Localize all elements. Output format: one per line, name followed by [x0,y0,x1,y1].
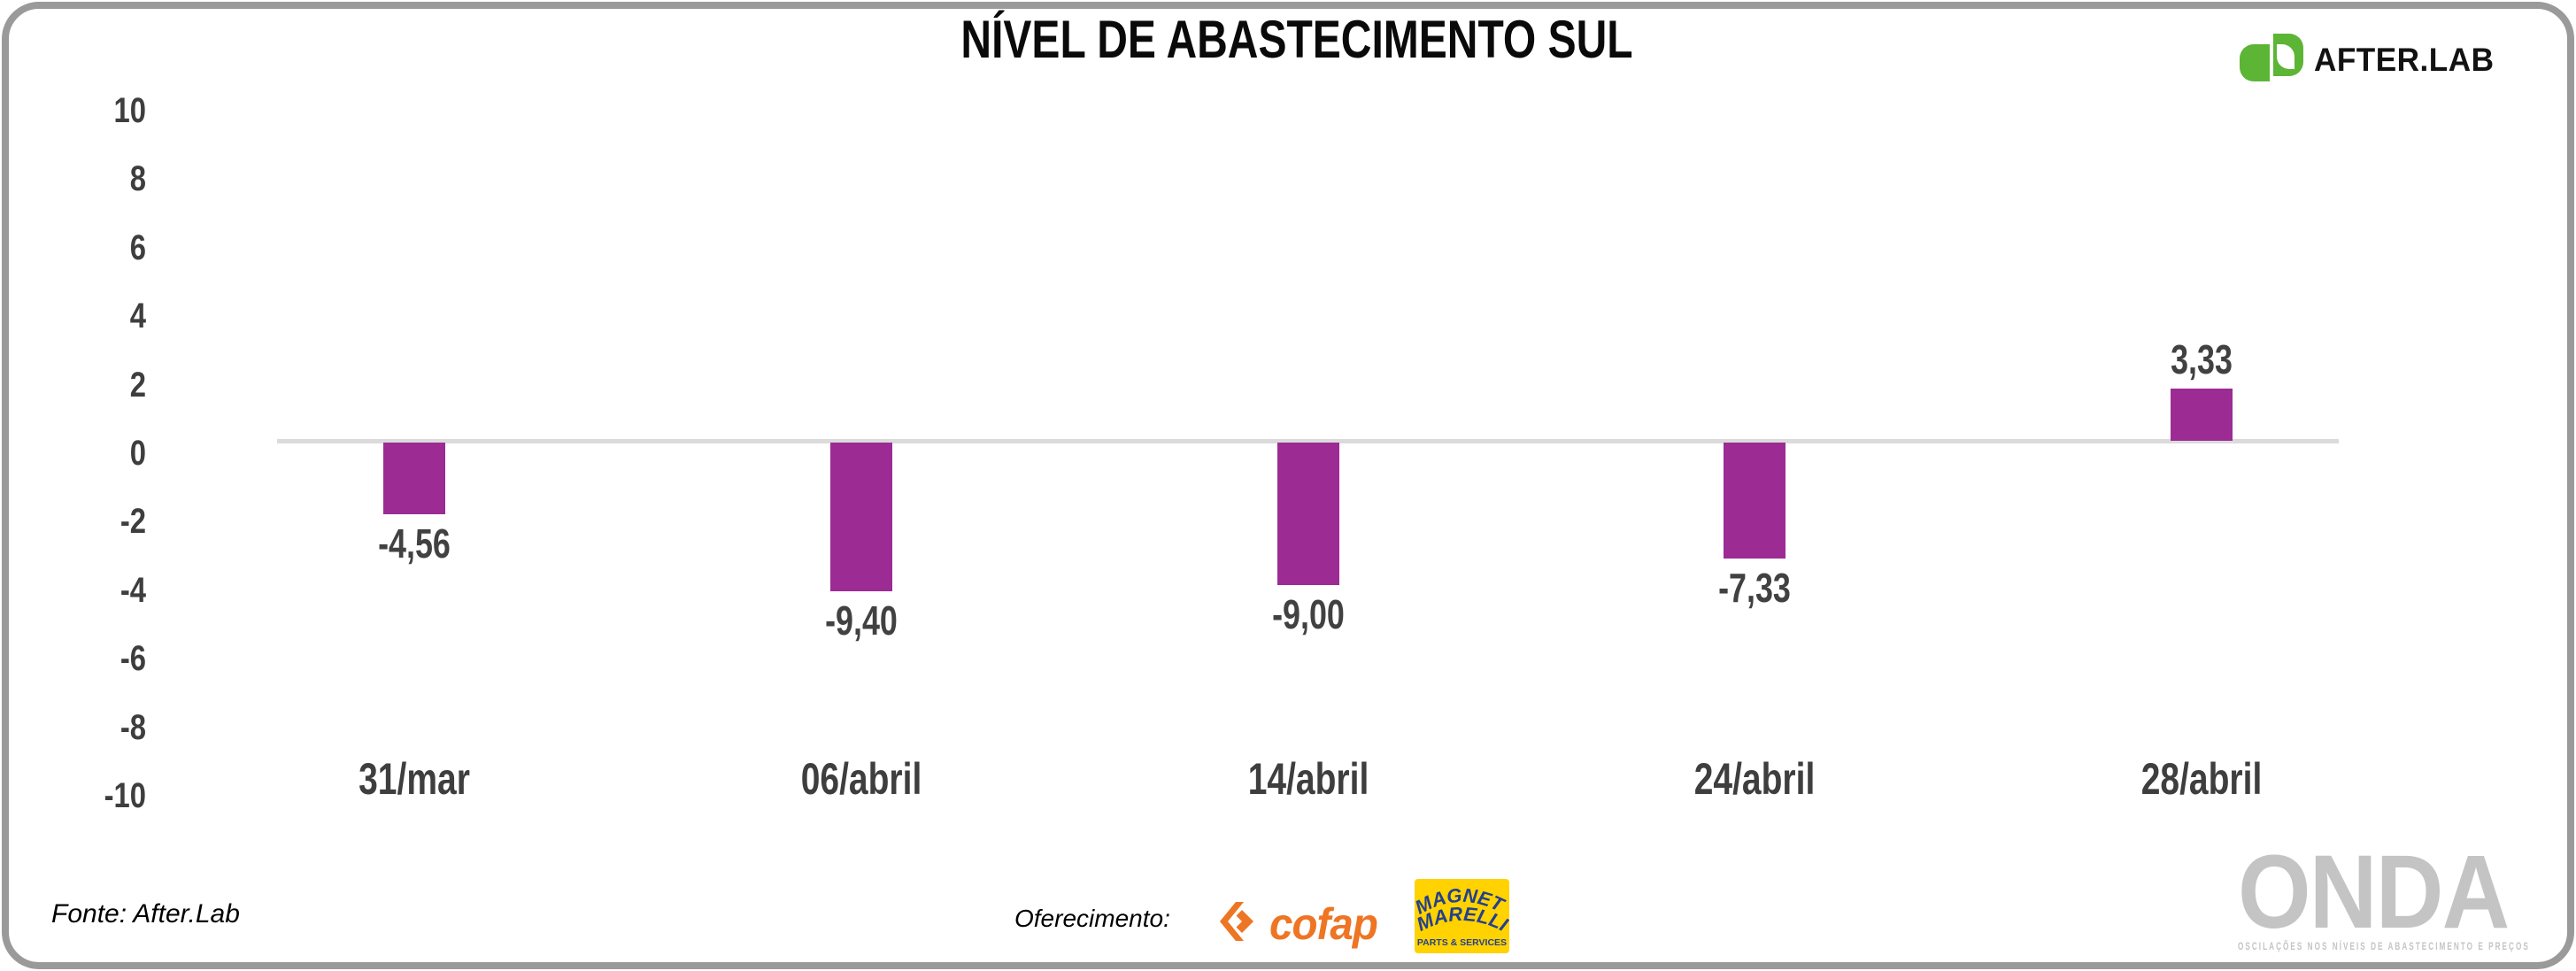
onda-watermark-title: ONDA [2238,834,2510,951]
x-axis-label: 06/abril [800,754,922,804]
cofap-arrow-icon [1215,901,1262,946]
afterlab-logo: AFTER.LAB [2238,32,2503,88]
bar-06/abril [829,443,892,591]
y-axis-tick: 0 [129,434,146,473]
cofap-logo: cofap [1215,901,1383,946]
sponsorship-label: Oferecimento: [1014,905,1170,932]
y-axis-tick: 6 [129,227,146,267]
x-axis-label: 28/abril [2140,754,2263,804]
y-axis-tick: 8 [129,159,146,199]
bar-value-label: -7,33 [1718,565,1792,611]
zero-line [277,439,2339,443]
y-axis-tick: -6 [120,639,146,679]
y-axis-tick: 10 [113,91,146,130]
magneti-marelli-logo: MAGNETI MARELLI PARTS & SERVICES [1411,861,1512,958]
afterlab-logo-text: AFTER.LAB [2314,41,2495,78]
bar-value-label: -4,56 [378,520,451,566]
chart-title: NÍVEL DE ABASTECIMENTO SUL [960,10,1633,69]
onda-watermark: ONDA OSCILAÇÕES NOS NÍVEIS DE ABASTECIME… [2238,834,2528,954]
source-note: Fonte: After.Lab [51,899,240,929]
x-axis-label: 24/abril [1693,754,1816,804]
bar-28/abril [2171,389,2233,441]
bar-value-label: 3,33 [2171,336,2233,382]
bar-value-label: -9,40 [824,597,898,643]
bar-31/mar [383,443,445,514]
afterlab-leaf-icon [2238,32,2305,88]
bar-value-label: -9,00 [1271,591,1345,637]
y-axis-tick: -8 [120,707,146,747]
y-axis-tick: 4 [129,297,146,336]
x-axis-label: 31/mar [359,754,470,804]
bar-14/abril [1276,443,1339,585]
y-axis: 10 8 6 4 2 0 -2 -4 -6 -8 -10 [27,0,146,841]
y-axis-tick: -10 [104,776,146,815]
y-axis-tick: 2 [129,365,146,405]
x-axis-label: 14/abril [1247,754,1369,804]
onda-watermark-subtitle: OSCILAÇÕES NOS NÍVEIS DE ABASTECIMENTO E… [2238,940,2530,952]
marelli-subtext: PARTS & SERVICES [1417,937,1507,948]
y-axis-tick: -2 [120,502,146,542]
y-axis-tick: -4 [120,570,146,610]
bar-24/abril [1724,443,1786,559]
cofap-logo-text: cofap [1269,898,1378,949]
